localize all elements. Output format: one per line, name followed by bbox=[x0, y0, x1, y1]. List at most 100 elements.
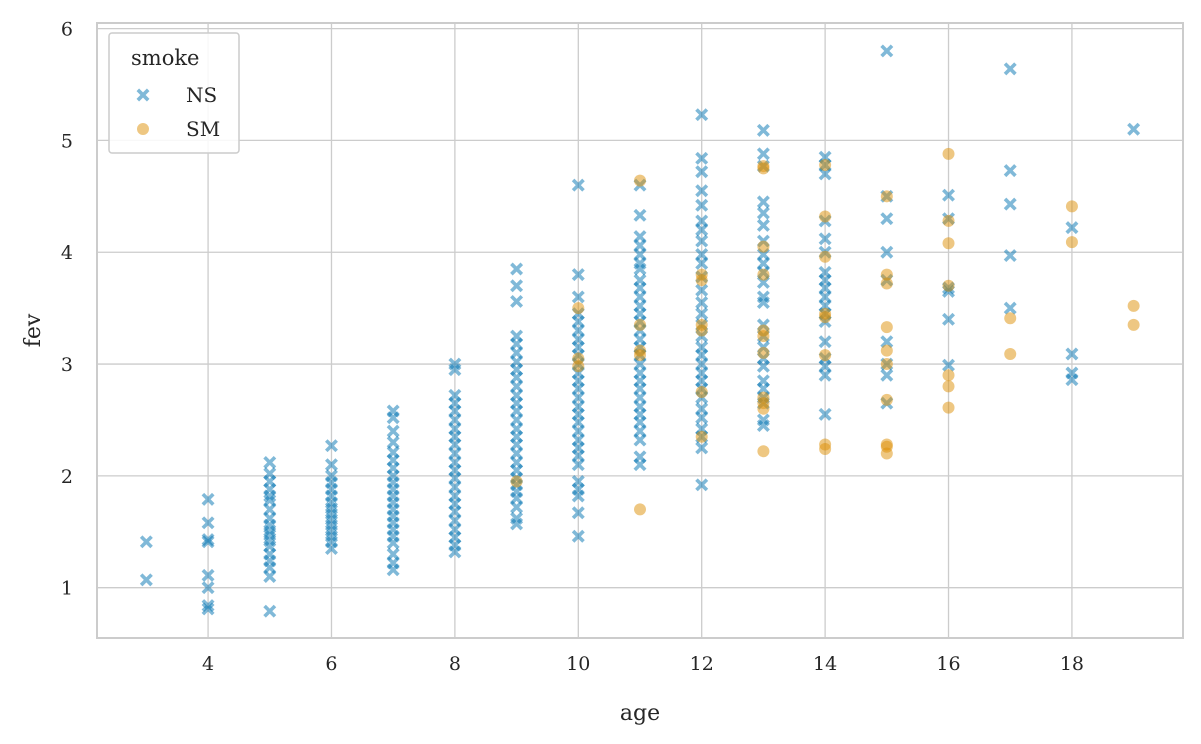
point-ns bbox=[880, 368, 894, 382]
point-ns-cross bbox=[695, 151, 709, 165]
point-ns-cross bbox=[510, 517, 524, 531]
point-ns-cross bbox=[695, 283, 709, 297]
point-ns bbox=[818, 232, 832, 246]
point-ns bbox=[695, 108, 709, 122]
point-ns-cross bbox=[633, 262, 647, 276]
point-ns bbox=[571, 506, 585, 520]
point-sm bbox=[757, 346, 770, 359]
y-tick-label: 3 bbox=[61, 354, 73, 376]
point-ns bbox=[571, 489, 585, 503]
legend-entries: NS SM bbox=[136, 83, 220, 141]
point-sm bbox=[942, 380, 955, 393]
point-sm bbox=[942, 237, 955, 250]
point-ns bbox=[818, 368, 832, 382]
point-ns bbox=[263, 604, 277, 618]
point-ns bbox=[942, 312, 955, 326]
point-ns-cross bbox=[695, 234, 709, 248]
point-sm bbox=[757, 330, 770, 343]
point-ns bbox=[139, 535, 153, 549]
point-ns-cross bbox=[571, 458, 585, 472]
x-tick-label: 4 bbox=[202, 653, 214, 675]
point-ns-cross bbox=[201, 581, 215, 595]
point-ns bbox=[695, 256, 709, 270]
point-sm bbox=[942, 369, 955, 382]
series-sm bbox=[510, 147, 1140, 516]
point-ns-cross bbox=[695, 478, 709, 492]
series-ns bbox=[139, 44, 1141, 618]
point-ns-cross bbox=[880, 212, 894, 226]
point-sm bbox=[819, 349, 832, 362]
point-ns-cross bbox=[386, 411, 400, 425]
legend-marker-sm bbox=[137, 123, 149, 135]
point-ns bbox=[201, 535, 215, 549]
point-sm bbox=[880, 447, 893, 460]
point-ns-cross bbox=[818, 368, 832, 382]
point-ns-cross bbox=[201, 516, 215, 530]
point-ns bbox=[818, 335, 832, 349]
legend: smoke NS SM bbox=[108, 32, 240, 154]
point-ns bbox=[201, 516, 215, 530]
point-ns bbox=[1065, 347, 1079, 361]
point-sm bbox=[819, 250, 832, 263]
point-sm bbox=[757, 162, 770, 175]
point-ns bbox=[386, 435, 400, 449]
point-ns-cross bbox=[942, 358, 955, 372]
point-ns bbox=[510, 294, 524, 308]
point-ns bbox=[201, 581, 215, 595]
point-ns-cross bbox=[1003, 301, 1017, 315]
point-ns bbox=[448, 545, 462, 559]
x-tick-label: 6 bbox=[325, 653, 337, 675]
plot-frame bbox=[96, 22, 1184, 639]
point-sm bbox=[757, 268, 770, 281]
point-ns-cross bbox=[386, 435, 400, 449]
point-ns-cross bbox=[633, 458, 647, 472]
point-ns bbox=[695, 151, 709, 165]
point-ns bbox=[942, 358, 955, 372]
point-ns-cross bbox=[201, 535, 215, 549]
point-ns bbox=[571, 290, 585, 304]
point-ns bbox=[386, 536, 400, 550]
point-ns bbox=[695, 234, 709, 248]
point-ns bbox=[756, 123, 770, 137]
point-ns bbox=[263, 570, 277, 583]
point-ns-cross bbox=[695, 411, 709, 425]
point-sm bbox=[880, 277, 893, 290]
legend-box bbox=[108, 32, 240, 154]
point-ns bbox=[1127, 122, 1141, 136]
point-ns-cross bbox=[695, 223, 709, 237]
point-ns bbox=[263, 455, 277, 469]
point-ns bbox=[448, 363, 462, 377]
legend-label-sm: SM bbox=[186, 117, 220, 141]
point-sm bbox=[1004, 347, 1017, 360]
point-ns-cross bbox=[1065, 221, 1079, 235]
point-ns-cross bbox=[571, 489, 585, 503]
y-tick-label: 5 bbox=[61, 130, 73, 152]
point-ns-cross bbox=[695, 307, 709, 321]
point-ns-cross bbox=[139, 535, 153, 549]
point-sm bbox=[757, 240, 770, 253]
point-sm bbox=[634, 174, 646, 187]
point-ns bbox=[1003, 249, 1017, 263]
point-ns bbox=[818, 407, 832, 421]
point-ns-cross bbox=[818, 407, 832, 421]
point-ns-cross bbox=[263, 570, 277, 583]
point-ns-cross bbox=[695, 184, 709, 198]
point-sm bbox=[819, 159, 832, 172]
point-ns-cross bbox=[942, 312, 955, 326]
point-ns-cross bbox=[1065, 347, 1079, 361]
point-sm bbox=[942, 279, 955, 292]
point-ns-cross bbox=[818, 167, 832, 181]
point-ns bbox=[695, 296, 709, 310]
point-ns bbox=[1003, 301, 1017, 315]
point-ns-cross bbox=[818, 335, 832, 349]
point-ns bbox=[201, 492, 215, 506]
y-tick-labels: 1 2 3 4 5 6 bbox=[61, 19, 73, 600]
point-ns-cross bbox=[1003, 197, 1017, 211]
point-ns-cross bbox=[571, 290, 585, 304]
point-ns-cross bbox=[1127, 122, 1141, 136]
point-ns-cross bbox=[880, 335, 894, 349]
point-ns-cross bbox=[201, 599, 215, 613]
point-ns bbox=[756, 218, 770, 232]
point-ns-cross bbox=[633, 208, 647, 222]
